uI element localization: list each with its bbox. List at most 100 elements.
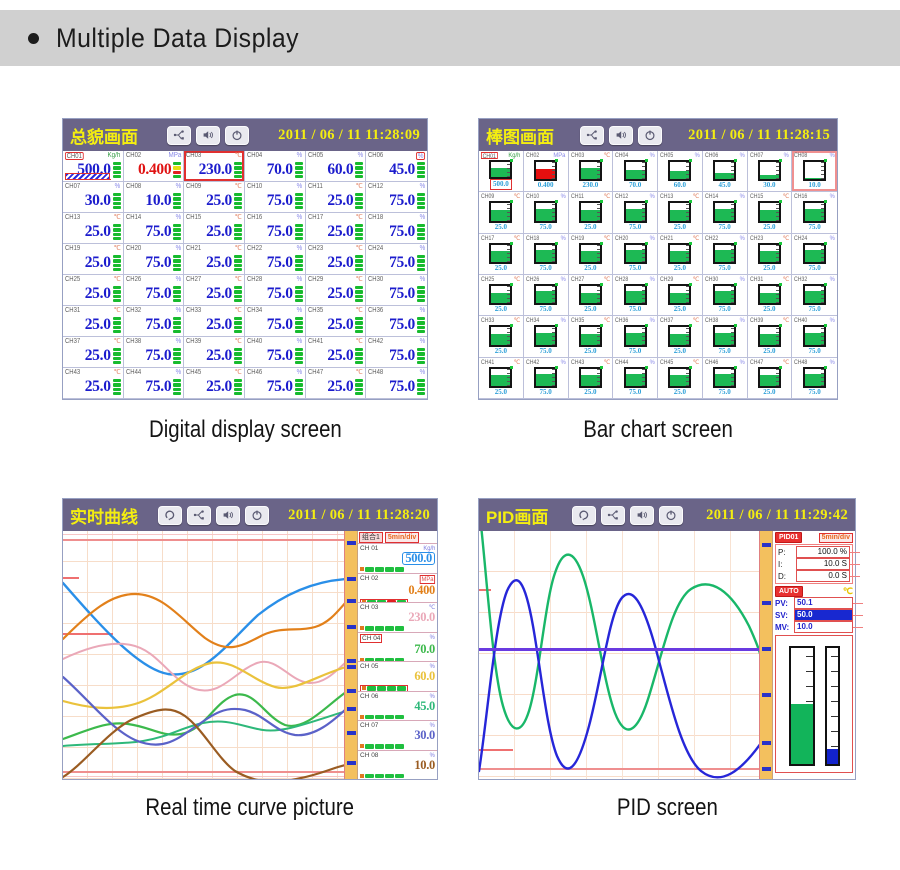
channel-id: CH46 bbox=[704, 358, 719, 366]
channel-value: 75.0 bbox=[808, 346, 821, 355]
channel-value: 75.0 bbox=[808, 222, 821, 231]
speaker-icon[interactable] bbox=[609, 125, 634, 145]
screen-title: 实时曲线 bbox=[70, 507, 138, 527]
channel-unit: ℃ bbox=[693, 234, 700, 242]
channel-unit: ℃ bbox=[113, 245, 121, 252]
pid-curves bbox=[479, 531, 759, 779]
digital-channel-cell: CH25 ℃ 25.0 bbox=[63, 275, 124, 306]
power-icon[interactable] bbox=[244, 505, 269, 525]
channel-id: CH15 bbox=[186, 214, 202, 221]
digital-channel-cell: CH02 MPa 0.400 bbox=[123, 151, 185, 182]
channel-unit: % bbox=[175, 245, 182, 252]
bar-channel-cell: CH41 ℃ 25.0 bbox=[479, 357, 524, 399]
bar-channel-cell: CH40% 75.0 bbox=[792, 316, 837, 358]
alarm-indicator bbox=[417, 317, 425, 333]
scale-marker bbox=[347, 761, 356, 765]
channel-value: 25.0 bbox=[494, 222, 507, 231]
bar-channel-cell: CH30% 75.0 bbox=[702, 274, 748, 317]
speaker-icon[interactable] bbox=[629, 505, 654, 525]
bar-gauge bbox=[489, 324, 514, 347]
channel-value: 75.0 bbox=[539, 305, 552, 314]
datetime: 2011 / 06 / 11 11:28:09 bbox=[278, 126, 420, 143]
loop-icon[interactable] bbox=[571, 505, 596, 525]
alarm-indicator bbox=[360, 685, 408, 691]
alarm-indicator bbox=[112, 162, 121, 178]
channel-unit: % bbox=[297, 307, 303, 314]
channel-unit: ℃ bbox=[514, 275, 521, 283]
channel-value: 25.0 bbox=[206, 285, 232, 302]
bar-status-dot bbox=[734, 324, 738, 328]
digital-channel-cell: CH33 ℃ 25.0 bbox=[184, 306, 245, 337]
bar-gauge bbox=[668, 241, 693, 264]
channel-id: CH25 bbox=[65, 276, 81, 283]
alarm-indicator bbox=[173, 348, 182, 364]
channel-id: CH39 bbox=[749, 317, 763, 325]
power-icon[interactable] bbox=[225, 125, 250, 145]
digital-channel-cell: CH04% 70.0 bbox=[245, 151, 306, 182]
usb-icon[interactable] bbox=[186, 505, 211, 525]
bar-channel-cell: CH19 ℃ 25.0 bbox=[568, 233, 614, 275]
bar-status-dot bbox=[599, 282, 603, 286]
channel-value: 25.0 bbox=[84, 316, 111, 333]
alarm-indicator bbox=[173, 379, 182, 395]
bar-gauge bbox=[713, 200, 738, 223]
alarm-indicator bbox=[417, 379, 425, 395]
channel-id: CH48 bbox=[368, 369, 384, 376]
channel-id: CH18 bbox=[525, 234, 540, 242]
channel-id: CH 07 bbox=[360, 722, 379, 729]
channel-value: 25.0 bbox=[584, 387, 597, 396]
channel-value: 25.0 bbox=[327, 347, 354, 364]
loop-icon[interactable] bbox=[157, 505, 182, 525]
channel-unit: ℃ bbox=[693, 358, 700, 366]
alarm-indicator bbox=[112, 317, 121, 333]
channel-value: 75.0 bbox=[145, 378, 172, 395]
channel-value: 75.0 bbox=[629, 346, 642, 355]
channel-unit: % bbox=[649, 317, 655, 325]
alarm-indicator bbox=[173, 255, 182, 271]
channel-unit: % bbox=[649, 193, 655, 201]
alarm-indicator bbox=[234, 379, 242, 395]
channel-id: CH34 bbox=[525, 317, 540, 325]
bar-gauge bbox=[578, 200, 603, 223]
usb-icon[interactable] bbox=[600, 505, 625, 525]
alarm-indicator bbox=[173, 224, 182, 240]
bar-channel-cell: CH45 ℃ 25.0 bbox=[658, 357, 703, 399]
channel-value: 75.0 bbox=[266, 192, 293, 209]
usb-icon[interactable] bbox=[580, 125, 605, 145]
bar-status-dot bbox=[644, 159, 648, 162]
digital-channel-cell: CH10% 75.0 bbox=[245, 182, 306, 213]
digital-channel-cell: CH20% 75.0 bbox=[123, 244, 185, 275]
pid-gauges bbox=[775, 635, 853, 773]
bar-status-dot bbox=[824, 282, 828, 286]
usb-icon[interactable] bbox=[167, 125, 192, 145]
power-icon[interactable] bbox=[658, 505, 683, 525]
digital-channel-cell: CH01 Kg/h 500.0 bbox=[63, 151, 124, 182]
curve-scale-strip bbox=[344, 531, 358, 779]
digital-channel-cell: CH17 ℃ 25.0 bbox=[305, 213, 367, 244]
bar-channel-cell: CH01 Kg/h 500.0 bbox=[479, 151, 524, 193]
screen-title: PID画面 bbox=[486, 507, 549, 527]
scale-marker bbox=[762, 693, 771, 697]
scale-marker bbox=[347, 625, 356, 629]
bar-status-dot bbox=[599, 200, 603, 204]
channel-value: 45.0 bbox=[389, 161, 415, 178]
param-value: 0.0 S bbox=[796, 570, 850, 582]
alarm-indicator bbox=[173, 286, 182, 302]
channel-value: 0.400 bbox=[137, 161, 172, 178]
bar-channel-cell: CH04% 70.0 bbox=[613, 151, 658, 193]
realtime-curve-screen: 实时曲线 2011 / 06 / 11 11:28:20 bbox=[62, 498, 438, 780]
channel-unit: % bbox=[649, 275, 655, 283]
channel-value: 25.0 bbox=[84, 223, 111, 240]
power-icon[interactable] bbox=[638, 125, 663, 145]
channel-id: CH04 bbox=[615, 152, 629, 159]
channel-unit: % bbox=[175, 307, 182, 314]
bar-channel-cell: CH08% 10.0 bbox=[792, 151, 837, 193]
speaker-icon[interactable] bbox=[196, 125, 221, 145]
channel-unit: ℃ bbox=[782, 275, 790, 283]
speaker-icon[interactable] bbox=[215, 505, 240, 525]
channel-id: CH13 bbox=[660, 193, 674, 201]
screen-title: 棒图画面 bbox=[486, 127, 554, 147]
channel-id: CH10 bbox=[525, 193, 540, 201]
bar-status-dot bbox=[778, 282, 782, 286]
digital-channel-cell: CH48% 75.0 bbox=[366, 368, 427, 399]
